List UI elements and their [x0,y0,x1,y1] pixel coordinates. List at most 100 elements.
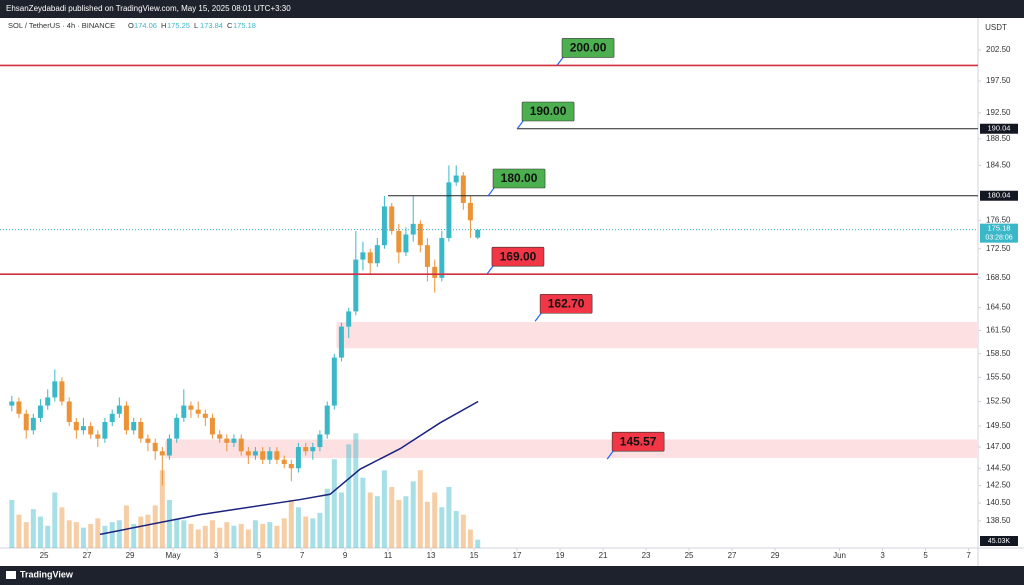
candle-body [424,245,430,267]
volume-bar [260,523,266,548]
x-tick-label: 23 [642,551,651,560]
x-tick-label: 7 [300,551,305,560]
zone [165,439,979,459]
x-tick-label: 7 [966,551,971,560]
y-tick-label: 164.50 [986,303,1011,312]
volume-bar [267,522,273,548]
y-tick-label: 144.50 [986,463,1011,472]
volume-bar [389,486,395,548]
x-tick-label: 21 [599,551,608,560]
attribution: EhsanZeydabadi published on TradingView.… [6,4,291,13]
volume-bar [174,518,180,548]
x-tick-label: 19 [556,551,565,560]
ohlc-value: 174.06 [134,21,157,30]
y-tick-label: 138.50 [986,516,1011,525]
x-tick-label: 3 [880,551,885,560]
annotation-box [561,38,615,58]
candle-body [324,405,330,435]
volume-bar [224,522,230,548]
volume-bar [310,518,316,548]
annotation-pointer [486,265,494,275]
annotation-box [491,246,545,267]
volume-bar [410,481,416,548]
brand-logo [6,571,16,579]
volume-bar [217,527,223,548]
volume-bar [88,523,94,548]
volume-bar [116,520,122,548]
y-tick-label: 155.50 [986,372,1011,381]
candle-body [102,421,108,439]
candle-body [131,421,137,431]
volume-bar [238,523,244,548]
candle-body [281,459,287,465]
candle-body [381,206,387,246]
candle-body [152,442,158,452]
volume-bar [446,486,452,548]
level-axis-label: 180.04 [988,191,1011,200]
candle-body [188,405,194,410]
symbol: SOL / TetherUS · 4h · BINANCE [8,21,115,30]
volume-bar [274,525,280,548]
y-tick-label: 192.50 [986,108,1011,117]
candle-body [353,259,359,312]
candle-body [45,397,51,406]
logo-mark [6,571,16,579]
volume-bar [102,525,108,548]
y-tick-label: 197.50 [986,76,1011,85]
candle-body [109,413,115,422]
candle-body [346,311,352,327]
x-tick-label: 17 [513,551,522,560]
candle-body [174,417,180,439]
y-tick-label: 158.50 [986,349,1011,358]
volume-bar [331,459,337,548]
candle-body [116,405,122,414]
volume-bar [439,507,445,548]
volume-bar [109,522,115,548]
annotation-label: 200.00 [570,41,607,55]
volume-bar [9,499,15,548]
candle-body [238,438,244,452]
zone [336,322,978,349]
candle-body [389,206,395,231]
level-axis-label: 190.04 [988,124,1011,133]
volume-bar [245,529,251,548]
volume-bar [432,492,438,548]
candle-body [52,381,58,398]
volume-bar [95,518,101,548]
volume-bar [138,516,144,548]
volume-bar [152,505,158,548]
candle-body [446,182,452,239]
volume-bar [30,509,36,548]
currency: USDT [985,23,1007,32]
volume-axis-box [980,536,1018,546]
volume-bar [159,470,165,548]
candle-body [73,421,79,431]
volume-bar [231,525,237,548]
candle-body [310,447,316,452]
x-tick-label: May [166,551,181,560]
volume-bar [123,505,129,548]
volume-bar [460,514,466,548]
x-tick-label: 9 [343,551,348,560]
volume-bar [360,477,366,548]
y-tick-label: 140.50 [986,498,1011,507]
ohlc-value: 173.84 [200,21,223,30]
y-tick-label: 147.00 [986,442,1011,451]
volume-bar [353,433,359,548]
x-tick-label: 11 [384,551,393,560]
volume-bar [52,492,58,548]
volume-bar [252,520,258,548]
volume-bar [195,529,201,548]
candle-body [138,421,144,439]
chart-background [0,18,1024,566]
volume-bar [346,444,352,548]
candle-body [80,426,86,431]
candle-body [475,229,481,238]
x-tick-label: Jun [833,551,846,560]
candle-body [374,245,380,264]
candle-body [209,417,215,435]
volume-bar [417,470,423,548]
candle-body [460,175,466,203]
volume-bar [381,470,387,548]
candle-body [181,405,187,418]
